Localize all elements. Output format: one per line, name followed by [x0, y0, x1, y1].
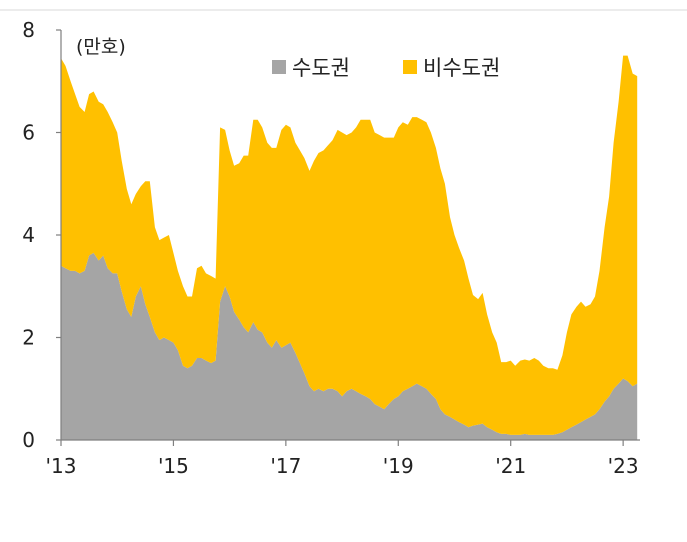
y-tick-label: 8 — [22, 18, 35, 42]
x-axis-ticks: '13 '15 '17 '19 '21 '23 — [46, 440, 639, 478]
x-tick-label: '21 — [495, 454, 526, 478]
x-tick-label: '19 — [383, 454, 414, 478]
x-tick-label: '23 — [608, 454, 639, 478]
y-tick-label: 0 — [22, 428, 35, 452]
y-tick-label: 6 — [22, 121, 35, 145]
y-tick-label: 4 — [22, 223, 35, 247]
y-tick-label: 2 — [22, 326, 35, 350]
legend-swatch — [403, 60, 417, 74]
legend-label: 비수도권 — [423, 56, 500, 80]
legend-swatch — [272, 60, 286, 74]
area-series-2 — [61, 55, 638, 435]
x-tick-label: '15 — [158, 454, 189, 478]
y-axis-ticks: 0 2 4 6 8 — [22, 18, 61, 452]
area-series-group — [61, 55, 638, 440]
x-tick-label: '17 — [270, 454, 301, 478]
legend: 수도권 비수도권 — [272, 56, 500, 80]
legend-label: 수도권 — [292, 56, 350, 80]
area-series-1 — [61, 252, 638, 440]
x-tick-label: '13 — [46, 454, 77, 478]
unit-label: (만호) — [76, 36, 126, 58]
